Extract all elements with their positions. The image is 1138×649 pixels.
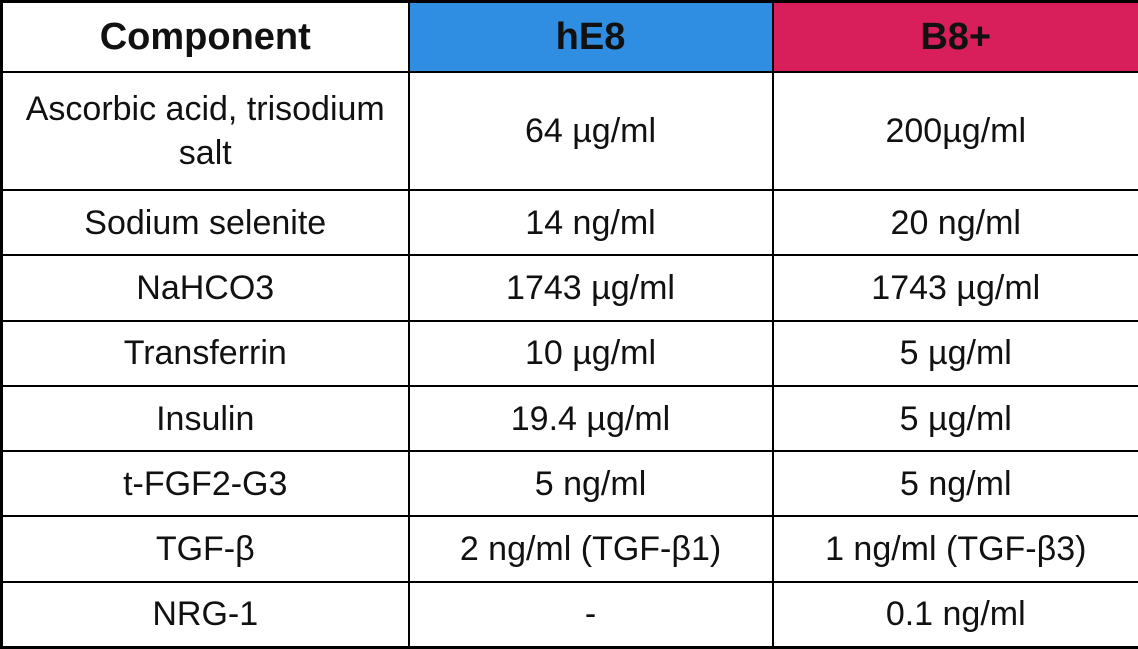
header-row: Component hE8 B8+: [0, 0, 1138, 73]
table-cell: -: [407, 580, 774, 649]
table-cell: 5 ng/ml: [407, 450, 774, 518]
header-cell: hE8: [407, 0, 774, 73]
table-cell: 19.4 µg/ml: [407, 384, 774, 453]
table-cell: 1743 µg/ml: [407, 254, 774, 322]
table-cell: 20 ng/ml: [771, 189, 1138, 257]
table-cell: 200µg/ml: [771, 70, 1138, 192]
table-cell: NRG-1: [0, 580, 410, 649]
table-cell: 14 ng/ml: [407, 189, 774, 257]
header-cell: B8+: [771, 0, 1138, 73]
table-cell: Ascorbic acid, trisodium salt: [0, 70, 410, 192]
table-row: NaHCO3 1743 µg/ml 1743 µg/ml: [0, 254, 1138, 322]
table-row: NRG-1-0.1 ng/ml: [0, 580, 1138, 649]
table-cell: 5 µg/ml: [771, 319, 1138, 387]
table-cell: 1 ng/ml (TGF-β3): [771, 515, 1138, 583]
table-cell: 0.1 ng/ml: [771, 580, 1138, 649]
table-row: Transferrin 10 µg/ml 5 µg/ml: [0, 319, 1138, 387]
table-cell: Insulin: [0, 384, 410, 453]
table-cell: t-FGF2-G3: [0, 450, 410, 518]
table-cell: NaHCO3: [0, 254, 410, 322]
table-row: Sodium selenite 14 ng/ml 20 ng/ml: [0, 189, 1138, 257]
table-cell: 64 µg/ml: [407, 70, 774, 192]
table-row: Ascorbic acid, trisodium salt 64 µg/ml 200…: [0, 70, 1138, 192]
table-cell: 5 ng/ml: [771, 450, 1138, 518]
table-cell: 10 µg/ml: [407, 319, 774, 387]
table-cell: TGF-β: [0, 515, 410, 583]
table-cell: 2 ng/ml (TGF-β1): [407, 515, 774, 583]
table-cell: 1743 µg/ml: [771, 254, 1138, 322]
table-row: t-FGF2-G3 5 ng/ml 5 ng/ml: [0, 450, 1138, 518]
table-cell: Transferrin: [0, 319, 410, 387]
header-cell: Component: [0, 0, 410, 73]
table-cell: 5 µg/ml: [771, 384, 1138, 453]
table-row: TGF-β 2 ng/ml (TGF-β1) 1 ng/ml (TGF-β3): [0, 515, 1138, 583]
table-row: Insulin 19.4 µg/ml 5 µg/ml: [0, 384, 1138, 453]
table-cell: Sodium selenite: [0, 189, 410, 257]
